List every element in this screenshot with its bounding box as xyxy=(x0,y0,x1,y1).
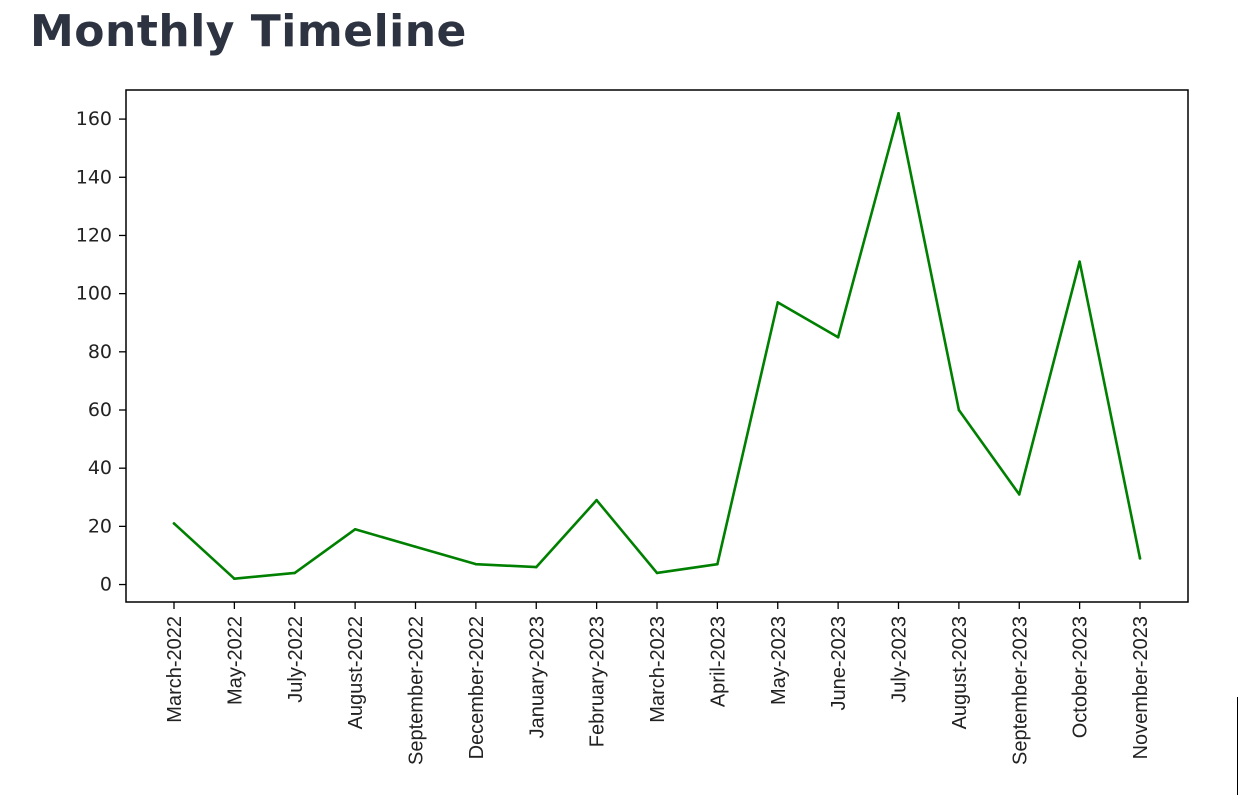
data-point xyxy=(595,498,598,502)
x-tick-label: July-2022 xyxy=(285,616,307,703)
plot-area-frame xyxy=(125,89,1189,603)
x-tick-label: October-2023 xyxy=(1070,616,1092,738)
y-tick-label: 0 xyxy=(100,574,112,596)
x-tick-label: March-2023 xyxy=(647,616,669,723)
data-point xyxy=(1078,260,1081,263)
data-point xyxy=(897,111,900,115)
data-point xyxy=(1017,493,1021,496)
series-line xyxy=(172,111,1142,581)
data-point xyxy=(655,571,659,575)
x-tick-label: August-2023 xyxy=(949,616,971,729)
data-point xyxy=(353,527,357,531)
x-tick-label: February-2023 xyxy=(587,616,609,747)
x-tick-label: July-2023 xyxy=(889,616,911,703)
data-point xyxy=(776,301,780,304)
data-point xyxy=(172,522,176,525)
x-tick-label: August-2022 xyxy=(345,616,367,729)
x-tick-label: March-2022 xyxy=(164,616,186,723)
x-tick-label: May-2022 xyxy=(224,616,246,705)
y-tick-label: 160 xyxy=(76,108,112,130)
y-tick-label: 60 xyxy=(88,399,112,421)
x-axis: March-2022 May-2022 July-2022 August-2022 Se… xyxy=(164,602,1152,765)
y-tick-label: 100 xyxy=(76,283,112,305)
x-tick-label: January-2023 xyxy=(526,616,548,738)
data-point xyxy=(293,571,297,575)
x-tick-label: September-2023 xyxy=(1009,616,1031,765)
x-tick-label: May-2023 xyxy=(768,616,790,705)
data-point xyxy=(836,335,840,339)
data-point xyxy=(414,545,417,549)
x-tick-label: June-2023 xyxy=(828,616,850,711)
x-tick-label: November-2023 xyxy=(1130,616,1152,759)
data-point xyxy=(1138,557,1142,560)
data-point xyxy=(716,562,719,566)
y-tick-label: 80 xyxy=(88,341,112,363)
page-title: Monthly Timeline xyxy=(30,6,467,57)
y-tick-label: 140 xyxy=(76,166,112,188)
y-tick-label: 20 xyxy=(88,515,112,537)
data-point xyxy=(957,408,961,412)
edge-divider xyxy=(1237,697,1238,795)
y-axis: 0 20 40 60 80 100 120 140 160 xyxy=(76,108,126,596)
data-point xyxy=(233,577,236,581)
y-tick-label: 120 xyxy=(76,224,112,246)
data-point xyxy=(474,562,478,566)
x-tick-label: April-2023 xyxy=(707,616,729,707)
x-tick-label: September-2022 xyxy=(406,616,428,765)
x-tick-label: December-2022 xyxy=(466,616,488,759)
series-layer xyxy=(172,111,1142,581)
data-point xyxy=(534,565,538,569)
y-tick-label: 40 xyxy=(88,457,112,479)
